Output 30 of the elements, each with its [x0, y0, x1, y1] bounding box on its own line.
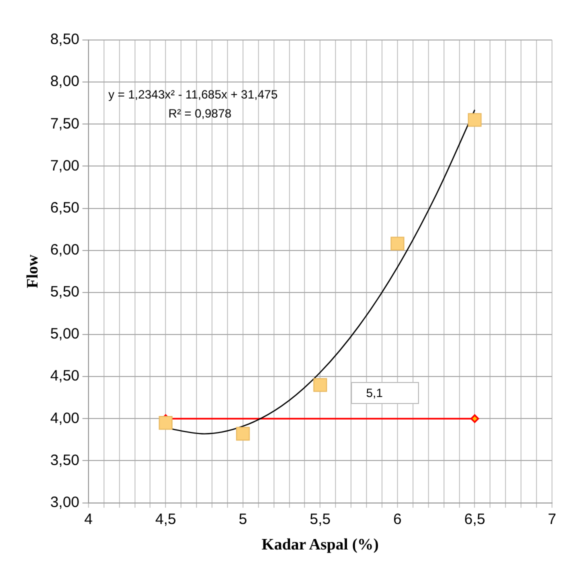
annotation: R² = 0,9878 [168, 106, 232, 120]
x-tick-label: 7 [548, 510, 556, 528]
x-tick-label: 5 [238, 510, 248, 528]
y-tick-label: 8,50 [50, 31, 80, 48]
y-tick-label: 4,00 [50, 410, 80, 427]
y-tick-label: 3,00 [50, 494, 80, 511]
y-axis-title: Flow [24, 254, 42, 288]
x-tick-label: 6,5 [464, 510, 486, 528]
x-tick-label: 5,5 [310, 510, 331, 528]
y-tick-label: 8,00 [50, 73, 80, 90]
y-tick-label: 7,50 [50, 115, 80, 132]
x-axis-title: Kadar Aspal (%) [262, 536, 379, 554]
point [236, 426, 250, 441]
x-tick-label: 4 [84, 510, 93, 528]
y-tick-label: 6,50 [50, 199, 80, 216]
point [158, 416, 173, 430]
label-box: 5,1 [351, 382, 420, 404]
point [313, 378, 328, 392]
point [470, 414, 480, 423]
y-tick-label: 3,50 [50, 452, 80, 469]
y-tick-label: 4,50 [50, 368, 80, 385]
x-tick-label: 4,5 [155, 510, 176, 528]
y-tick-label: 5,00 [50, 326, 80, 343]
point [468, 113, 482, 127]
x-tick-label: 6 [393, 510, 402, 528]
point [390, 236, 404, 250]
y-tick-label: 7,00 [50, 157, 80, 174]
y-tick-label: 5,50 [50, 284, 80, 301]
annotation: y = 1,2343x² - 11,685x + 31,475 [108, 87, 278, 102]
y-tick-label: 6,00 [50, 242, 80, 259]
